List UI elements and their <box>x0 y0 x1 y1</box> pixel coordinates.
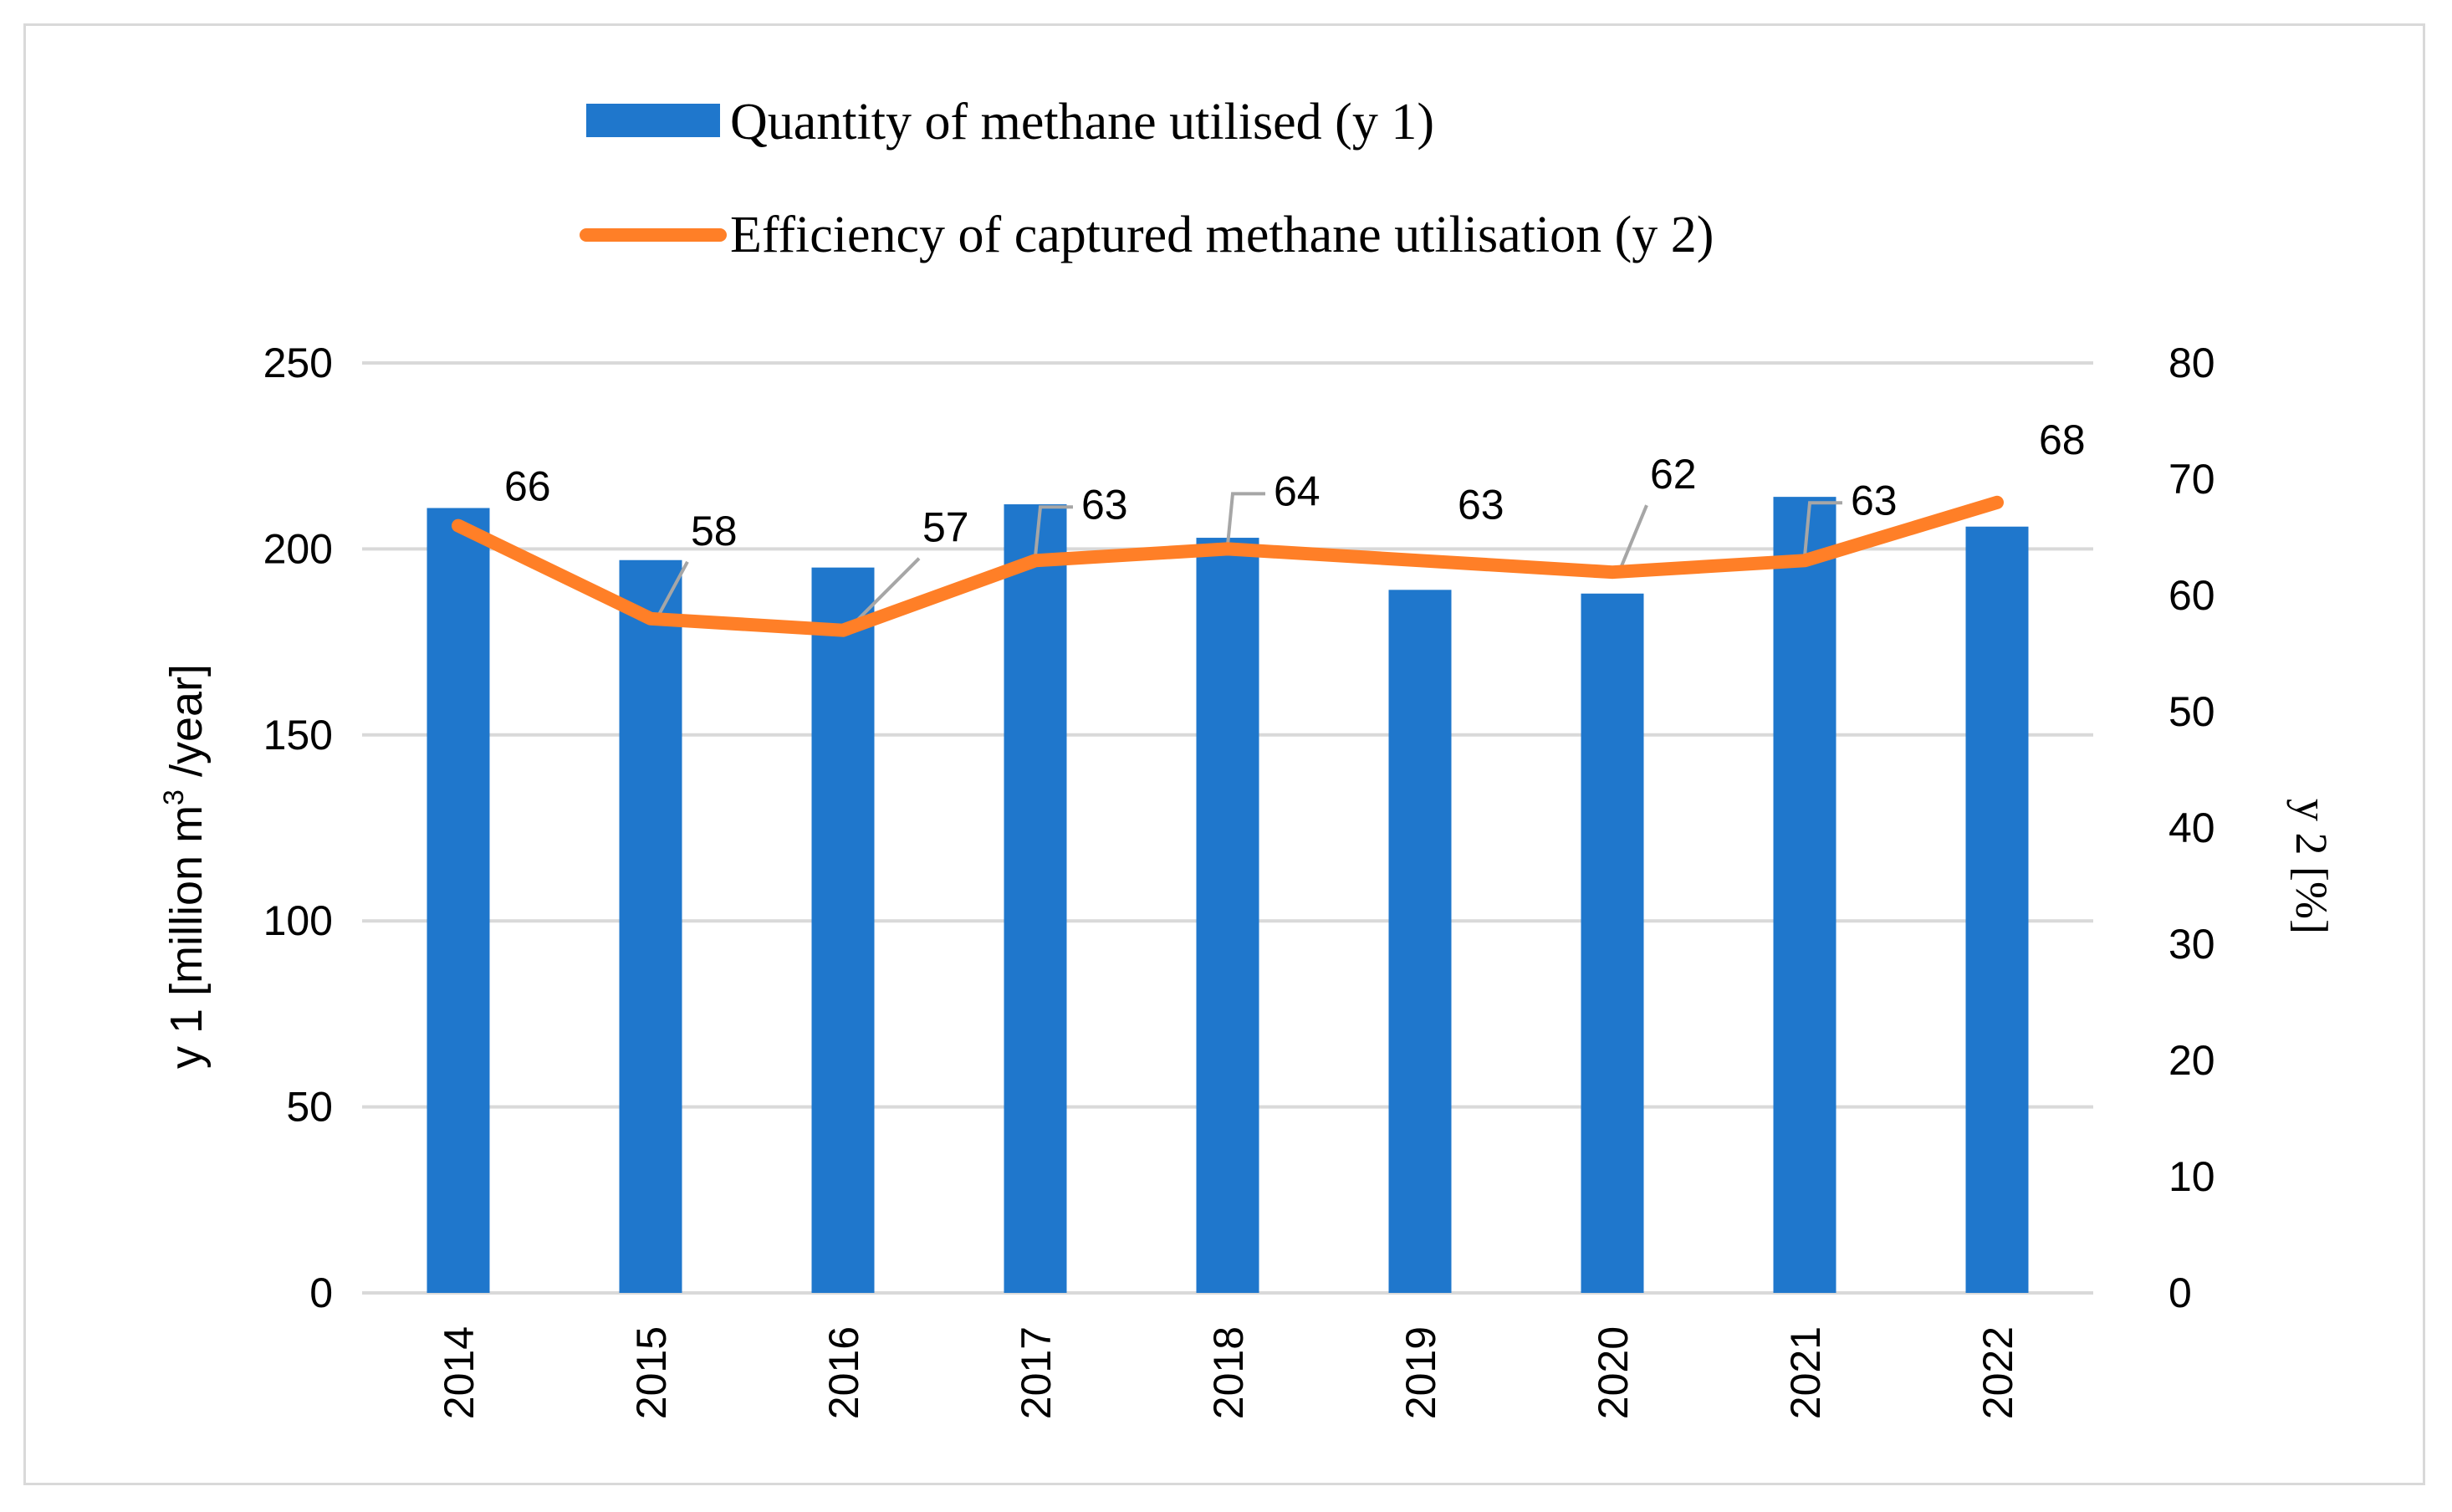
data-label: 63 <box>1458 481 1504 528</box>
y2-tick-label: 50 <box>2168 688 2215 735</box>
y2-tick-label: 80 <box>2168 340 2215 386</box>
y2-tick-label: 0 <box>2168 1269 2192 1316</box>
legend-line-label: Efficiency of captured methane utilisati… <box>730 207 1714 263</box>
bar <box>1196 538 1259 1293</box>
y1-tick-label: 200 <box>263 525 333 572</box>
line-point <box>457 524 459 527</box>
y1-tick-label: 250 <box>263 340 333 386</box>
x-tick-label: 2015 <box>628 1326 675 1419</box>
x-tick-label: 2021 <box>1782 1326 1829 1419</box>
y2-tick-label: 40 <box>2168 805 2215 851</box>
y2-axis-title: y 2 [%] <box>2286 799 2337 934</box>
y1-tick-label: 150 <box>263 712 333 759</box>
x-tick-label: 2018 <box>1205 1326 1252 1419</box>
x-tick-label: 2020 <box>1590 1326 1637 1419</box>
bar-series <box>427 497 2029 1293</box>
line-point <box>1034 559 1036 562</box>
bar <box>811 567 875 1293</box>
bar <box>1773 497 1836 1293</box>
legend-bar-swatch <box>586 104 720 137</box>
data-label: 57 <box>922 504 969 551</box>
line-point <box>1227 548 1229 550</box>
chart-frame: 66 58 57 63 64 63 62 63 68 0 50 100 150 200 250 0 10 20… <box>23 23 2425 1485</box>
bar <box>1965 526 2029 1293</box>
line-point <box>1612 571 1613 574</box>
data-label: 62 <box>1650 451 1697 498</box>
x-tick-label: 2022 <box>1974 1326 2021 1419</box>
leader-line <box>1226 492 1265 545</box>
leader-lines <box>657 492 1842 628</box>
x-tick-label: 2016 <box>820 1326 867 1419</box>
data-label: 58 <box>691 508 738 554</box>
bar <box>427 508 490 1293</box>
data-labels: 66 58 57 63 64 63 62 63 68 <box>504 416 2086 554</box>
leader-line <box>1619 504 1648 569</box>
bar <box>1388 590 1452 1293</box>
y1-tick-label: 100 <box>263 897 333 944</box>
leader-line <box>850 557 921 628</box>
line-point <box>650 617 651 620</box>
y2-tick-label: 70 <box>2168 456 2215 503</box>
data-label: 66 <box>504 463 551 510</box>
y2-tick-labels: 0 10 20 30 40 50 60 70 80 <box>2168 340 2215 1316</box>
bar <box>1581 593 1644 1293</box>
bar <box>619 559 682 1293</box>
leader-line <box>1803 501 1842 557</box>
x-tick-label: 2017 <box>1013 1326 1060 1419</box>
x-tick-label: 2014 <box>436 1326 483 1419</box>
y2-tick-label: 30 <box>2168 921 2215 968</box>
y1-tick-label: 0 <box>309 1269 333 1316</box>
legend-bar-label: Quantity of methane utilised (y 1) <box>730 94 1434 151</box>
line-point <box>1804 559 1806 562</box>
y1-tick-label: 50 <box>286 1084 333 1131</box>
leader-line <box>657 560 689 616</box>
leader-line <box>1034 505 1073 557</box>
data-label: 63 <box>1851 477 1898 524</box>
data-label: 64 <box>1274 467 1321 514</box>
y1-axis-title: y 1 [million m3 /year] <box>158 664 212 1069</box>
legend: Quantity of methane utilised (y 1) Effic… <box>580 94 1714 263</box>
y2-tick-label: 20 <box>2168 1037 2215 1084</box>
y2-tick-label: 10 <box>2168 1153 2215 1200</box>
line-point <box>1996 501 1998 503</box>
bar <box>1004 504 1067 1293</box>
data-label: 63 <box>1081 481 1128 528</box>
data-label: 68 <box>2039 416 2086 463</box>
y1-tick-labels: 0 50 100 150 200 250 <box>263 340 333 1316</box>
line-point <box>1419 559 1421 562</box>
x-tick-label: 2019 <box>1397 1326 1444 1419</box>
y2-tick-label: 60 <box>2168 572 2215 619</box>
line-point <box>842 629 844 631</box>
x-tick-labels: 2014 2015 2016 2017 2018 2019 2020 2021 2022 <box>436 1326 2021 1419</box>
line-series <box>452 495 2004 637</box>
chart-svg: 66 58 57 63 64 63 62 63 68 0 50 100 150 200 250 0 10 20… <box>158 94 2337 1419</box>
